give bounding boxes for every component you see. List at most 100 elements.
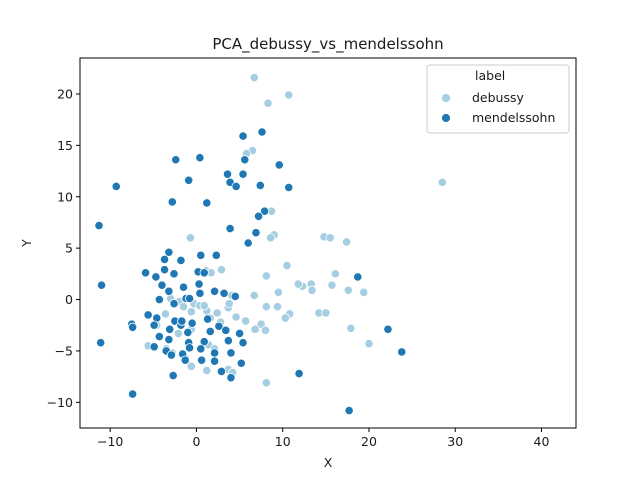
point-debussy-2 [284, 90, 294, 100]
point-mendelssohn-11 [231, 181, 241, 192]
point-mendelssohn-77 [236, 358, 246, 368]
legend-marker-mendelssohn [441, 113, 451, 123]
point-mendelssohn-40 [195, 288, 205, 298]
point-mendelssohn-53 [149, 320, 159, 330]
point-mendelssohn-65 [96, 338, 106, 348]
point-mendelssohn-6 [184, 175, 194, 185]
point-mendelssohn-30 [140, 268, 151, 278]
point-mendelssohn-43 [230, 291, 240, 302]
plot-frame [79, 57, 577, 429]
point-mendelssohn-20 [94, 220, 104, 231]
point-mendelssohn-64 [238, 338, 248, 348]
point-mendelssohn-73 [166, 350, 177, 360]
point-mendelssohn-48 [187, 318, 197, 328]
point-mendelssohn-34 [178, 282, 189, 292]
point-debussy-44 [241, 316, 251, 326]
point-mendelssohn-4 [171, 155, 181, 165]
point-debussy-15 [330, 269, 340, 279]
point-debussy-9 [185, 233, 196, 243]
point-mendelssohn-9 [111, 181, 121, 192]
point-debussy-50 [199, 301, 209, 311]
point-mendelssohn-15 [202, 198, 212, 208]
point-mendelssohn-66 [149, 342, 159, 352]
point-debussy-1 [263, 98, 273, 108]
point-mendelssohn-26 [176, 255, 186, 266]
point-mendelssohn-19 [251, 228, 261, 238]
point-mendelssohn-84 [353, 272, 363, 282]
point-debussy-29 [272, 302, 283, 312]
point-debussy-64 [160, 309, 170, 319]
point-mendelssohn-3 [240, 155, 250, 165]
point-mendelssohn-14 [167, 197, 177, 207]
point-debussy-11 [325, 233, 335, 243]
legend-marker-debussy [441, 93, 451, 103]
point-mendelssohn-71 [209, 348, 220, 358]
point-mendelssohn-28 [159, 265, 170, 275]
point-mendelssohn-89 [184, 293, 195, 304]
x-tick-label: 40 [534, 434, 550, 449]
point-mendelssohn-17 [253, 211, 264, 221]
point-mendelssohn-81 [128, 389, 138, 399]
y-tick-label: −10 [47, 395, 73, 410]
point-mendelssohn-87 [177, 316, 187, 326]
point-debussy-24 [216, 265, 227, 275]
point-mendelssohn-8 [238, 169, 248, 179]
point-debussy-48 [178, 302, 189, 312]
point-debussy-33 [321, 308, 331, 318]
x-tick-label: 0 [192, 434, 200, 449]
point-mendelssohn-52 [128, 322, 138, 332]
point-mendelssohn-82 [294, 368, 304, 379]
x-axis-label: X [324, 455, 333, 470]
point-mendelssohn-76 [209, 356, 220, 366]
point-mendelssohn-85 [383, 324, 393, 334]
point-debussy-41 [212, 308, 222, 318]
point-mendelssohn-25 [196, 250, 206, 260]
point-mendelssohn-32 [199, 268, 209, 278]
y-axis-ticks: −10 −5 0 5 10 15 20 [47, 86, 80, 410]
legend-box [426, 64, 570, 134]
point-mendelssohn-13 [284, 182, 294, 193]
point-mendelssohn-83 [344, 405, 354, 416]
point-mendelssohn-86 [397, 347, 407, 357]
point-mendelssohn-60 [164, 335, 174, 345]
point-mendelssohn-78 [168, 370, 178, 381]
point-debussy-23 [307, 285, 317, 295]
point-debussy-45 [256, 319, 266, 329]
point-mendelssohn-27 [151, 272, 161, 282]
x-tick-label: 20 [361, 434, 377, 449]
point-debussy-60 [202, 365, 212, 376]
legend-title: label [475, 68, 505, 83]
point-debussy-69 [173, 328, 183, 339]
point-mendelssohn-69 [184, 343, 195, 353]
legend: label debussy mendelssohn [426, 64, 570, 134]
point-mendelssohn-56 [205, 326, 215, 336]
point-mendelssohn-41 [209, 286, 220, 296]
point-debussy-47 [250, 324, 260, 334]
point-mendelssohn-16 [259, 206, 270, 216]
x-axis-ticks: −10 0 10 20 30 40 [97, 428, 549, 449]
y-tick-label: −5 [55, 343, 73, 358]
point-debussy-31 [280, 313, 290, 323]
point-mendelssohn-29 [169, 269, 179, 279]
point-debussy-14 [261, 271, 271, 281]
point-mendelssohn-54 [165, 324, 175, 334]
point-mendelssohn-42 [219, 288, 229, 298]
point-debussy-53 [224, 299, 234, 309]
point-mendelssohn-5 [274, 160, 284, 170]
point-mendelssohn-23 [159, 254, 170, 265]
point-debussy-8 [266, 233, 276, 243]
point-debussy-34 [346, 323, 356, 333]
point-debussy-46 [260, 325, 271, 335]
point-mendelssohn-21 [243, 238, 253, 248]
point-mendelssohn-59 [154, 331, 164, 342]
y-tick-label: 0 [65, 292, 73, 307]
point-debussy-20 [359, 287, 369, 297]
point-mendelssohn-0 [257, 127, 267, 137]
point-mendelssohn-49 [203, 314, 213, 324]
y-tick-label: 5 [65, 241, 73, 256]
x-tick-label: 10 [275, 434, 291, 449]
point-mendelssohn-35 [194, 279, 204, 289]
point-mendelssohn-24 [211, 250, 221, 260]
y-tick-label: 20 [57, 86, 73, 101]
